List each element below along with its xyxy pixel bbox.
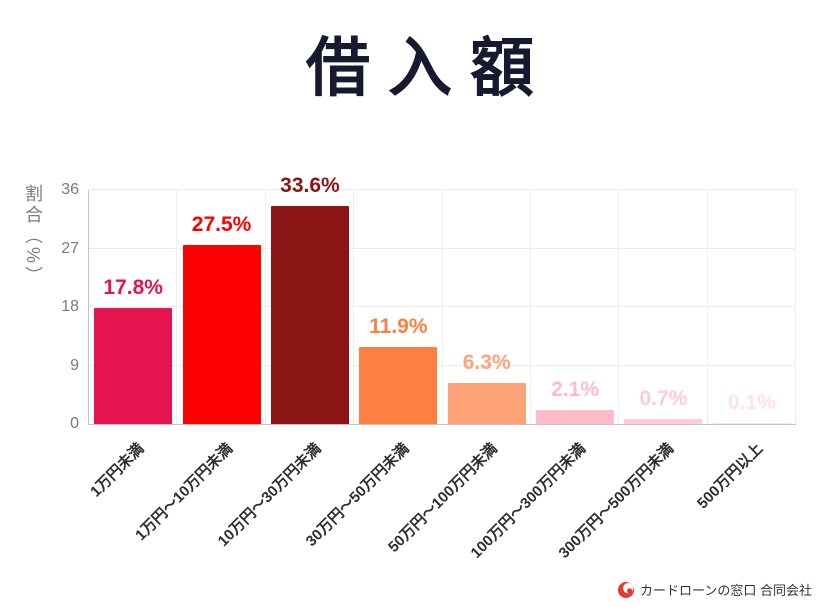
bar xyxy=(624,419,703,424)
bar-value-label: 6.3% xyxy=(462,351,511,375)
bar xyxy=(536,410,615,424)
gridline-vertical xyxy=(441,190,443,424)
bar-value-label: 0.1% xyxy=(727,391,776,414)
footer-brand: カードローンの窓口 合同会社 xyxy=(618,580,812,599)
bar xyxy=(270,205,349,424)
gridline-horizontal xyxy=(89,364,796,366)
bar-slot: 27.5% 1万円～10万円未満 xyxy=(132,190,265,544)
gridline-horizontal xyxy=(89,247,796,249)
gridline-vertical xyxy=(176,190,178,424)
y-tick-label: 18 xyxy=(61,298,79,315)
bar xyxy=(94,308,173,424)
gridline-vertical xyxy=(264,190,266,424)
bar-slot: 33.6% 10万円～30万円未満 xyxy=(214,174,354,550)
bar-slot: 2.1% 100万円～300万円未満 xyxy=(468,190,619,562)
page-title: 借入額 xyxy=(306,32,552,104)
y-tick-label: 0 xyxy=(70,415,79,432)
bar xyxy=(447,383,526,424)
bar-slot: 0.7% 300万円～500万円未満 xyxy=(556,190,707,562)
bar xyxy=(359,346,438,424)
y-axis-title: 割合（%） xyxy=(23,184,43,288)
bar-chart-area: 17.8% 1万円未満 27.5% 1万円～10万円未満 33.6% 10万円～30万円未… xyxy=(61,174,796,562)
bar-value-label: 11.9% xyxy=(369,314,428,338)
company-name: カードローンの窓口 合同会社 xyxy=(640,583,812,598)
bar-slot: 17.8% 1万円未満 xyxy=(87,190,177,500)
x-axis-label: 1万円未満 xyxy=(86,440,148,501)
gridline-vertical xyxy=(618,190,620,424)
bar xyxy=(712,423,791,424)
bar-value-label: 0.7% xyxy=(639,387,688,411)
bar-value-label: 33.6% xyxy=(280,173,340,197)
y-tick-label: 27 xyxy=(61,239,79,257)
bar-slots: 17.8% 1万円未満 27.5% 1万円～10万円未満 33.6% 10万円～30万円未… xyxy=(87,174,796,562)
bar-value-label: 27.5% xyxy=(191,213,252,237)
y-tick-label: 9 xyxy=(70,356,79,374)
gridline-vertical xyxy=(353,190,355,424)
gridline-horizontal xyxy=(89,189,796,190)
gridline-vertical xyxy=(706,190,708,424)
bar-value-label: 17.8% xyxy=(103,276,163,300)
y-tick-label: 36 xyxy=(61,181,79,198)
x-axis-label: 500万円以上 xyxy=(693,440,766,513)
gridline-vertical xyxy=(529,190,531,424)
gridline-vertical xyxy=(795,190,796,424)
bar-value-label: 2.1% xyxy=(551,378,599,402)
gridline-horizontal xyxy=(89,306,796,307)
bar-slot: 11.9% 30万円～50万円未満 xyxy=(303,190,442,550)
bar-slot: 0.1% 500万円以上 xyxy=(694,190,796,512)
bar-slot: 6.3% 50万円～100万円未満 xyxy=(385,190,531,556)
bar xyxy=(182,245,261,424)
company-logo-icon xyxy=(618,581,635,598)
